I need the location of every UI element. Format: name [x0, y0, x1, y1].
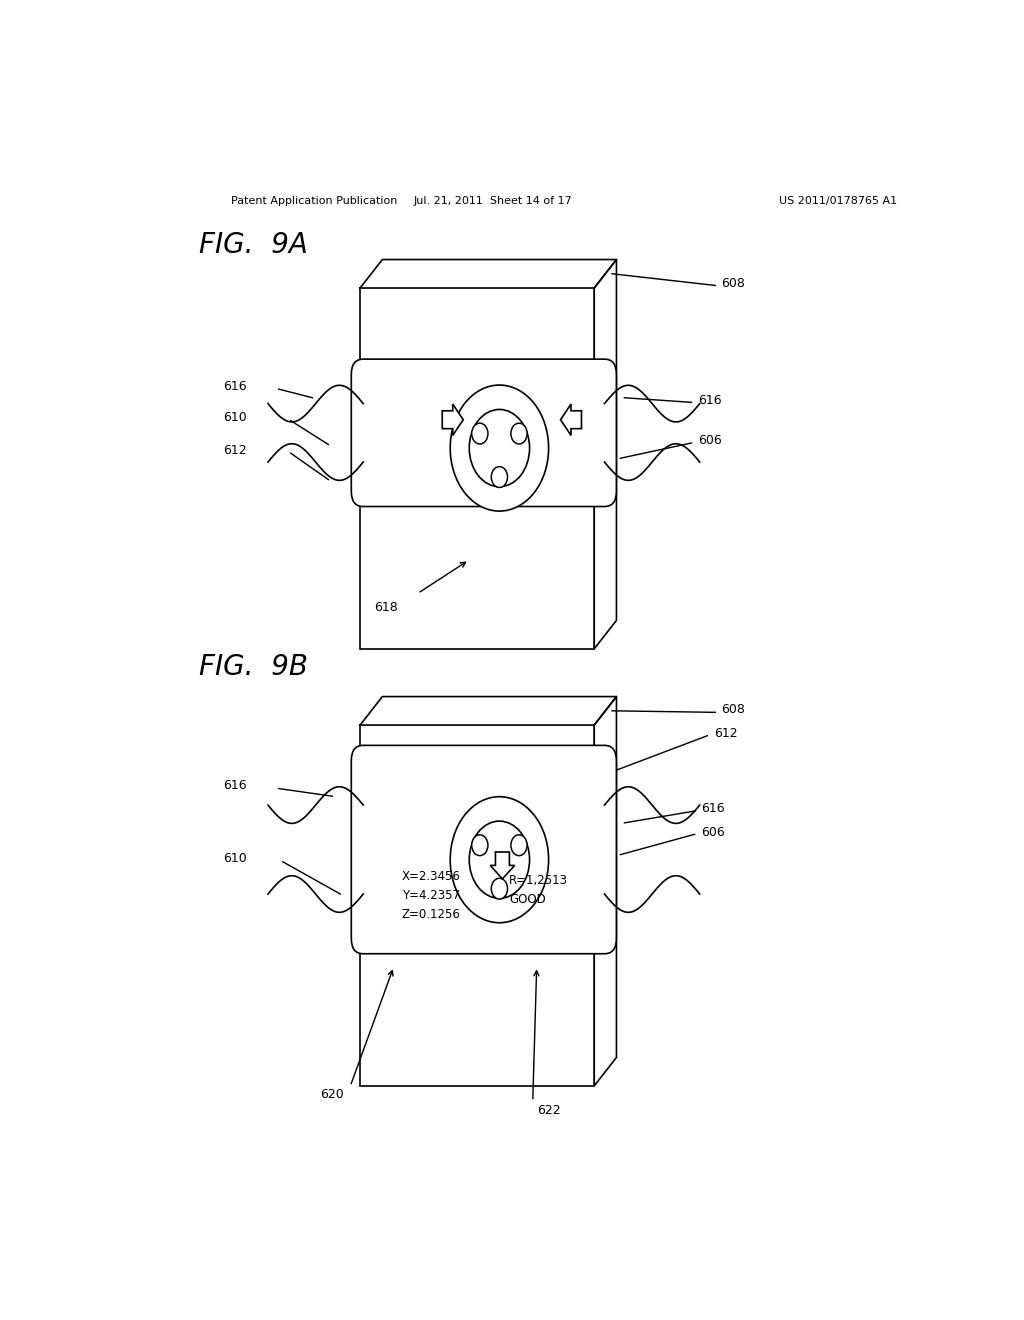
Circle shape: [472, 834, 487, 855]
Circle shape: [451, 797, 549, 923]
Circle shape: [511, 834, 527, 855]
Polygon shape: [594, 697, 616, 1086]
Text: 616: 616: [701, 803, 725, 816]
Text: FIG.  9B: FIG. 9B: [200, 652, 308, 681]
Text: US 2011/0178765 A1: US 2011/0178765 A1: [778, 197, 897, 206]
Polygon shape: [360, 697, 616, 725]
Circle shape: [469, 409, 529, 487]
Circle shape: [492, 878, 508, 899]
Text: 606: 606: [701, 826, 725, 838]
Text: 610: 610: [223, 853, 247, 865]
Polygon shape: [560, 404, 582, 436]
Bar: [360, 725, 594, 1086]
Text: 618: 618: [374, 601, 397, 614]
Text: 612: 612: [714, 727, 737, 741]
Text: Jul. 21, 2011  Sheet 14 of 17: Jul. 21, 2011 Sheet 14 of 17: [414, 197, 572, 206]
Text: 616: 616: [223, 779, 247, 792]
Polygon shape: [360, 260, 616, 288]
Text: 620: 620: [321, 1088, 344, 1101]
Polygon shape: [490, 851, 515, 879]
Bar: [360, 288, 594, 649]
Text: 608: 608: [722, 277, 745, 290]
FancyBboxPatch shape: [351, 359, 616, 507]
Circle shape: [492, 467, 508, 487]
Polygon shape: [442, 404, 463, 436]
Text: 616: 616: [697, 393, 722, 407]
Text: 612: 612: [223, 444, 247, 457]
Text: 610: 610: [223, 411, 247, 424]
Text: Patent Application Publication: Patent Application Publication: [231, 197, 397, 206]
Circle shape: [472, 424, 487, 444]
Text: 606: 606: [697, 434, 722, 447]
FancyBboxPatch shape: [351, 746, 616, 954]
Circle shape: [451, 385, 549, 511]
Circle shape: [511, 424, 527, 444]
Text: 608: 608: [722, 702, 745, 715]
Text: 622: 622: [537, 1105, 560, 1117]
Circle shape: [469, 821, 529, 899]
Text: R=1,2513
GOOD: R=1,2513 GOOD: [509, 874, 568, 907]
Text: FIG.  9A: FIG. 9A: [200, 231, 308, 259]
Polygon shape: [594, 260, 616, 649]
Text: X=2.3456
Y=4.2357
Z=0.1256: X=2.3456 Y=4.2357 Z=0.1256: [401, 870, 461, 921]
Text: 616: 616: [223, 380, 247, 392]
